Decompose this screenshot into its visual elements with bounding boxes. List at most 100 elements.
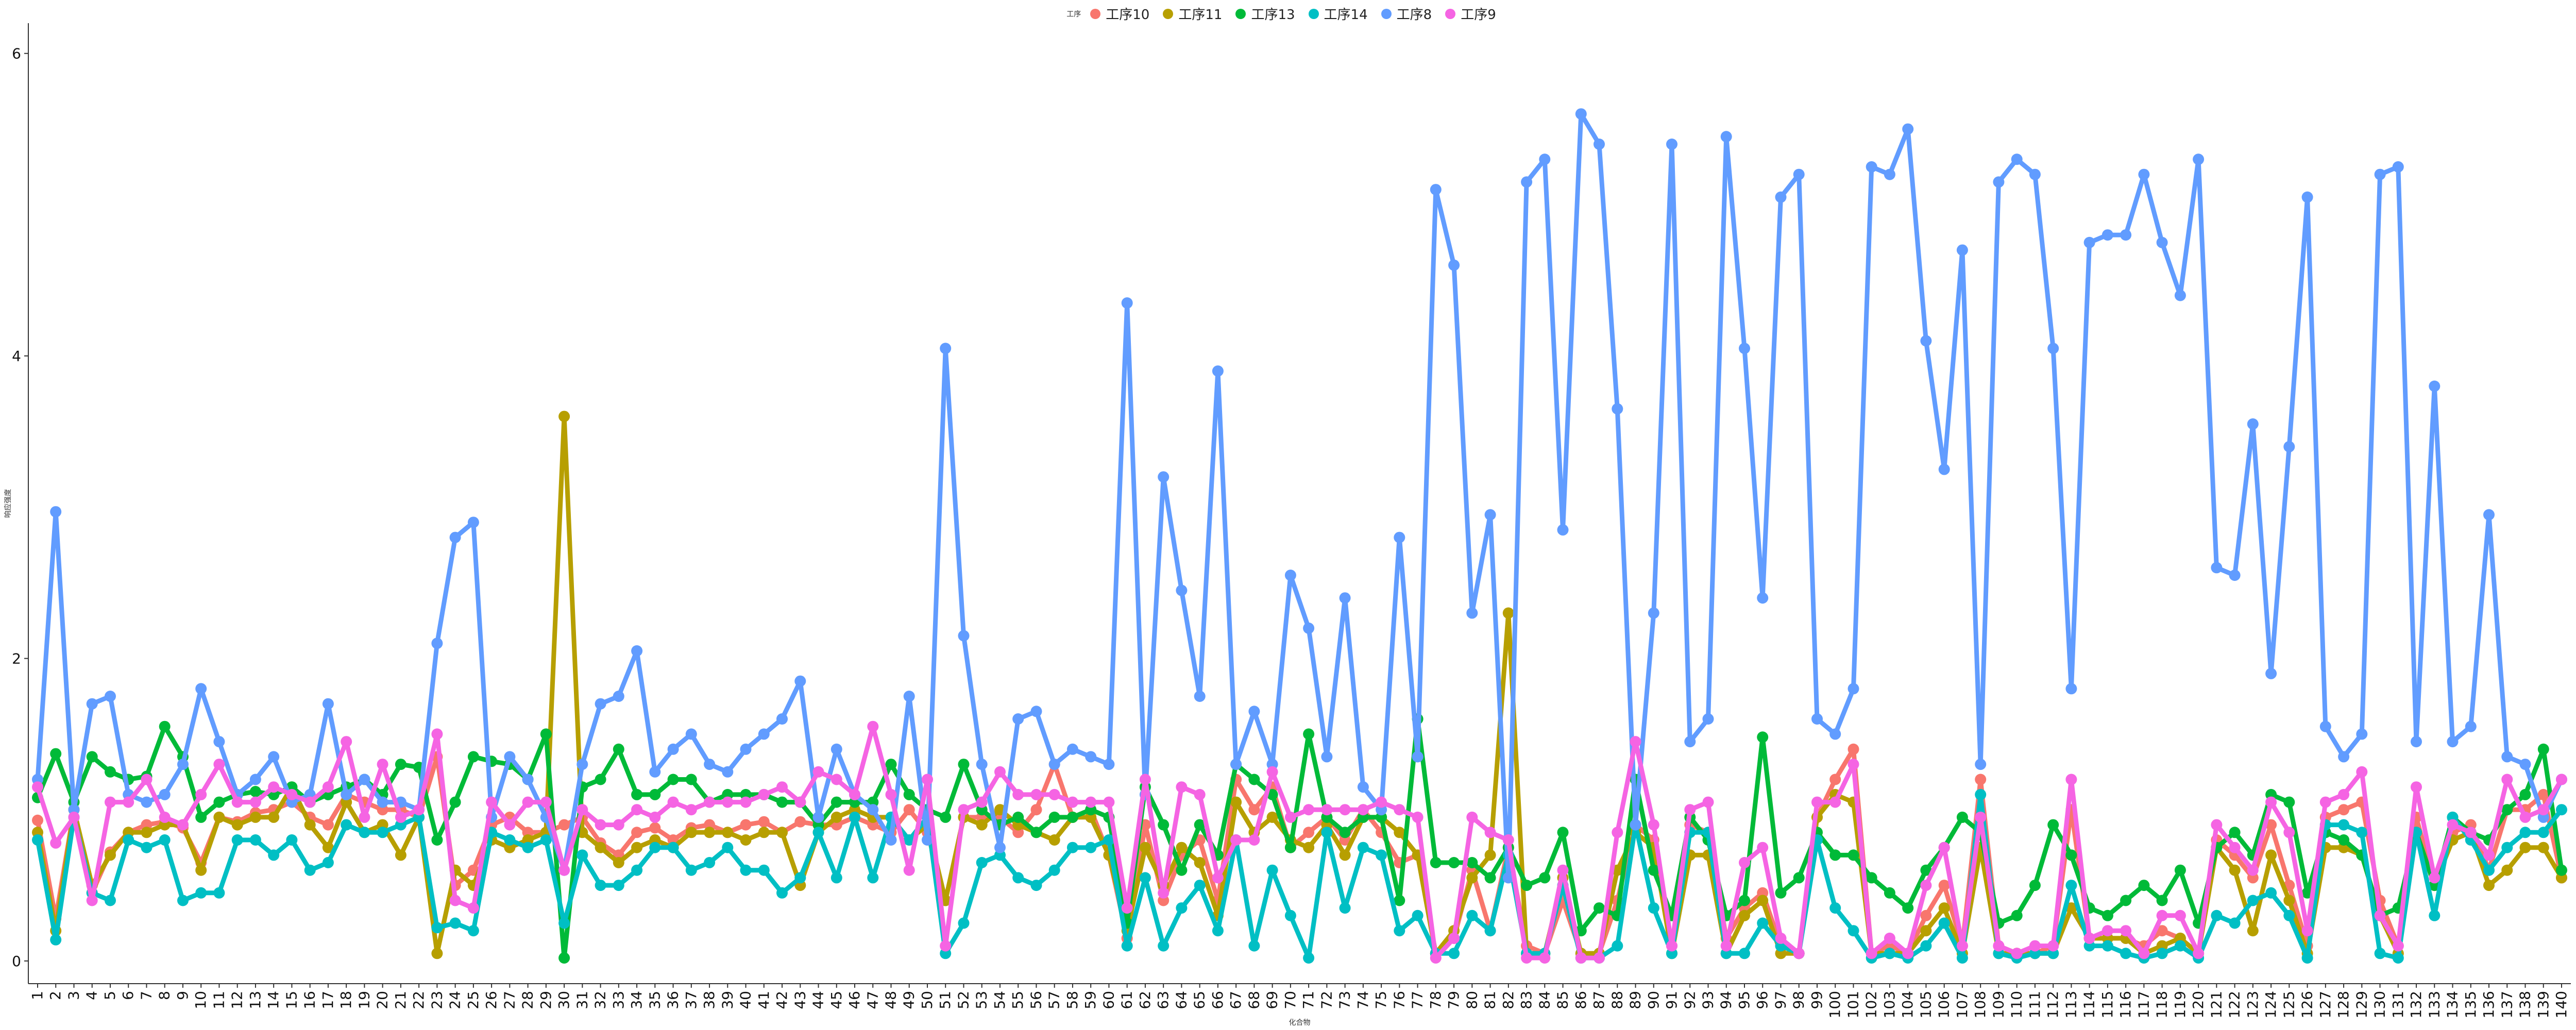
data-point [1394, 925, 1405, 937]
data-point [2501, 864, 2513, 876]
data-point [976, 857, 988, 868]
data-point [195, 788, 207, 800]
data-point [322, 781, 334, 793]
data-point [1684, 736, 1696, 748]
data-point [758, 788, 770, 800]
data-point [867, 720, 879, 732]
data-point [994, 842, 1006, 853]
data-point [1484, 849, 1496, 861]
x-tick-label: 123 [2244, 991, 2261, 1018]
data-point [123, 834, 134, 846]
x-tick-label: 43 [791, 991, 808, 1009]
x-tick-label: 67 [1227, 991, 1244, 1009]
x-tick-label: 116 [2117, 991, 2134, 1018]
x-tick-label: 60 [1100, 991, 1117, 1009]
series-工序9 [32, 720, 2567, 964]
data-point [2029, 940, 2041, 952]
data-point [1158, 940, 1170, 952]
data-point [2174, 289, 2186, 301]
x-tick-label: 77 [1409, 991, 1426, 1009]
x-tick-label: 22 [410, 991, 427, 1009]
data-point [486, 796, 498, 808]
data-point [304, 864, 316, 876]
data-point [1176, 842, 1188, 853]
x-tick-label: 40 [737, 991, 754, 1009]
data-point [2519, 842, 2531, 853]
data-point [1376, 849, 1387, 861]
x-tick-label: 140 [2553, 991, 2570, 1018]
data-point [395, 811, 406, 823]
data-point [595, 842, 606, 853]
x-tick-label: 136 [2480, 991, 2497, 1018]
x-tick-label: 9 [174, 991, 191, 1000]
data-point [2501, 751, 2513, 763]
data-point [1920, 880, 1932, 891]
x-tick-label: 17 [319, 991, 336, 1009]
data-point [940, 342, 952, 354]
x-tick-label: 83 [1518, 991, 1535, 1009]
data-point [2247, 418, 2259, 430]
data-point [2193, 153, 2205, 165]
data-point [2083, 236, 2095, 248]
data-point [1757, 592, 1769, 604]
data-point [322, 857, 334, 868]
data-point [2519, 759, 2531, 770]
data-point [595, 698, 606, 710]
data-point [849, 811, 860, 823]
x-tick-label: 91 [1663, 991, 1680, 1009]
data-point [1775, 191, 1787, 203]
data-point [2301, 952, 2313, 964]
data-point [740, 743, 752, 755]
data-point [2047, 819, 2059, 831]
data-point [922, 834, 933, 846]
data-point [504, 834, 516, 846]
data-point [831, 774, 842, 785]
data-point [1030, 827, 1042, 838]
data-point [2519, 827, 2531, 838]
data-point [1194, 691, 1206, 702]
data-point [1048, 864, 1060, 876]
data-point [958, 630, 970, 642]
x-tick-label: 16 [301, 991, 318, 1009]
data-point [540, 796, 552, 808]
data-point [704, 759, 716, 770]
data-point [123, 796, 134, 808]
data-point [1339, 849, 1351, 861]
x-tick-label: 27 [501, 991, 518, 1009]
data-point [2011, 909, 2023, 921]
x-tick-label: 49 [901, 991, 918, 1009]
data-point [231, 796, 243, 808]
data-point [213, 736, 225, 748]
data-point [1139, 842, 1151, 853]
data-point [1012, 713, 1024, 725]
data-point [1266, 766, 1278, 778]
data-point [1212, 925, 1224, 937]
data-point [141, 796, 152, 808]
data-point [1357, 842, 1369, 853]
legend-label: 工序11 [1178, 7, 1223, 23]
data-point [50, 748, 62, 760]
data-point [1303, 728, 1315, 740]
data-point [1484, 872, 1496, 884]
data-point [449, 917, 461, 929]
data-point [1938, 902, 1950, 914]
data-point [1266, 788, 1278, 800]
data-point [2211, 819, 2223, 831]
data-point [2338, 751, 2350, 763]
data-point [1666, 139, 1677, 150]
data-point [2537, 743, 2549, 755]
legend-item: 工序14 [1308, 4, 1368, 23]
data-point [685, 864, 697, 876]
data-point [2047, 342, 2059, 354]
data-point [1739, 857, 1750, 868]
legend-label: 工序8 [1396, 7, 1432, 23]
x-tick-label: 51 [937, 991, 954, 1009]
data-point [1230, 759, 1242, 770]
x-tick-label: 86 [1572, 991, 1589, 1009]
data-point [1394, 804, 1405, 816]
data-point [1176, 864, 1188, 876]
x-tick-label: 80 [1463, 991, 1480, 1009]
x-tick-label: 37 [683, 991, 700, 1009]
data-point [522, 774, 534, 785]
data-point [631, 864, 643, 876]
